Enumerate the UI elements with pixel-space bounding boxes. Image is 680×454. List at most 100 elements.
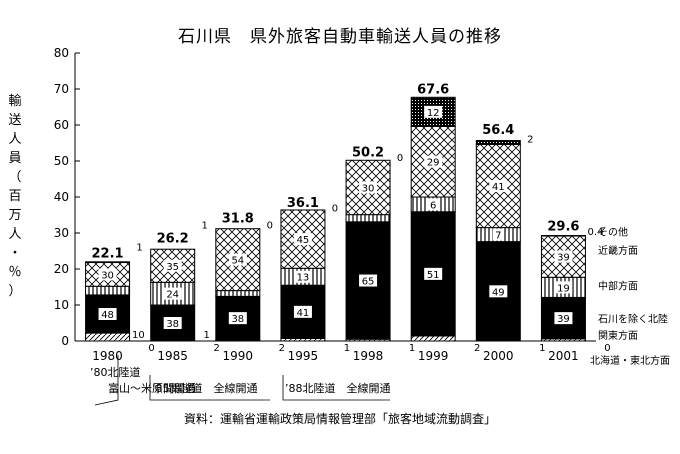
- bar-base-label: 1: [203, 330, 209, 341]
- bar-segment-label: 51: [427, 270, 440, 281]
- y-axis-label-char: ％: [8, 265, 22, 280]
- bar-segment-1980-3: [85, 285, 131, 296]
- bar-segment-label: 65: [362, 277, 375, 288]
- x-tick-label: 1980: [92, 349, 123, 363]
- annotation-text: 富山～米原間開通: [108, 381, 196, 395]
- y-tick-label: 50: [54, 154, 69, 168]
- y-tick-label: 80: [54, 46, 69, 60]
- y-axis-label: 輸送人員（百万人・％）: [6, 92, 24, 301]
- legend-label: その他: [598, 226, 628, 239]
- bar-label-bg: [554, 281, 573, 294]
- side-label-bottom: 1: [344, 343, 350, 354]
- bar-segment-label: 41: [297, 308, 310, 319]
- bar-segment-label: 54: [231, 256, 244, 267]
- y-tick-label: 70: [54, 82, 69, 96]
- bar-label-bg: [98, 308, 117, 320]
- bar-segment-label: 24: [166, 290, 179, 301]
- annotation-bracket: [282, 375, 390, 401]
- y-axis-label-char: （: [8, 170, 22, 185]
- side-label-bottom: 2: [214, 343, 220, 354]
- bar-segment-1998-3: [345, 214, 391, 223]
- annotation-1988: ’88北陸道 全線開通: [282, 375, 391, 401]
- bar-segment-label: 30: [362, 183, 375, 194]
- bar-total-label: 26.2: [157, 232, 189, 247]
- bar-total-label: 67.6: [417, 83, 449, 98]
- bar-label-bg: [359, 274, 378, 287]
- bar-total-label: 36.1: [287, 196, 319, 211]
- bar-label-bg: [554, 312, 573, 325]
- bar-segment-label: 38: [231, 314, 244, 325]
- side-label-top: 0: [332, 203, 338, 214]
- x-tick-label: 1985: [157, 349, 188, 363]
- side-label-bottom: 2: [279, 343, 285, 354]
- bar-label-bg: [293, 233, 312, 246]
- bar-segment-label: 12: [427, 108, 440, 119]
- side-label-top: 1: [136, 242, 142, 253]
- bar-label-bg: [163, 317, 182, 329]
- legend-label: 近畿方面: [598, 244, 638, 257]
- bar-segment-label: 29: [427, 158, 440, 169]
- bar-segment-1999-1: [410, 335, 456, 342]
- bar-label-bg: [489, 180, 508, 193]
- bar-segment-label: 38: [166, 319, 179, 330]
- bar-segment-label: 19: [557, 283, 570, 294]
- bar-segment-label: 48: [101, 310, 114, 321]
- y-tick-label: 10: [54, 298, 69, 312]
- bar-segment-label: 45: [297, 235, 310, 246]
- annotation-text: ’80北陸道: [90, 365, 141, 379]
- side-label-top: 0: [397, 153, 403, 164]
- bar-segment-label: 39: [557, 253, 570, 264]
- bar-total-label: 31.8: [222, 212, 254, 227]
- y-tick-label: 20: [54, 262, 69, 276]
- side-label-top: 0.4: [587, 227, 603, 238]
- side-label-bottom: 0: [148, 343, 154, 354]
- bar-segment-label: 7: [495, 231, 501, 242]
- y-axis-label-char: 万: [8, 208, 22, 223]
- x-tick-label: 1995: [288, 349, 319, 363]
- annotation-bracket: [94, 355, 119, 406]
- bar-segment-label: 30: [101, 270, 114, 281]
- bar-segment-1980-5: [85, 261, 131, 264]
- bar-label-bg: [163, 287, 182, 300]
- side-label-top: 0: [267, 220, 273, 231]
- bar-segment-2000-5: [475, 139, 521, 145]
- bar-label-bg: [489, 285, 508, 298]
- bar-label-bg: [163, 259, 182, 272]
- y-axis-label-char: 人: [8, 227, 22, 242]
- annotation-bracket: [149, 375, 270, 401]
- bar-label-bg: [228, 253, 247, 266]
- bar-segment-label: 49: [492, 287, 505, 298]
- y-tick-label: 0: [61, 334, 69, 348]
- side-label-bottom: 2: [474, 343, 480, 354]
- bar-label-bg: [293, 270, 312, 283]
- bar-segment-label: 13: [297, 273, 310, 284]
- bar-segment-1980-1: [85, 332, 131, 342]
- bar-segment-2001-5: [540, 235, 586, 237]
- y-axis-label-char: 員: [8, 151, 22, 166]
- x-tick-label: 1999: [418, 349, 449, 363]
- bar-label-bg: [359, 181, 378, 194]
- legend-label: 北海道・東北方面: [590, 354, 670, 367]
- x-tick-label: 2001: [548, 349, 579, 363]
- chart-title: 石川県 県外旅客自動車輸送人員の推移: [178, 27, 502, 47]
- annotation-text: ’85関越道 全線開通: [152, 381, 258, 395]
- source-note: 資料：運輸省運輸政策局情報管理部「旅客地域流動調査」: [183, 412, 496, 426]
- bar-label-bg: [554, 250, 573, 263]
- y-axis-label-char: 人: [8, 132, 22, 147]
- bar-label-bg: [424, 155, 443, 168]
- y-axis-label-char: 送: [8, 113, 22, 128]
- bar-label-bg: [424, 267, 443, 280]
- annotation-text: ’88北陸道 全線開通: [285, 381, 391, 395]
- bar-label-bg: [228, 312, 247, 325]
- y-tick-label: 40: [54, 190, 69, 204]
- y-axis-label-char: ）: [8, 284, 22, 299]
- bar-segment-1990-3: [215, 290, 261, 297]
- x-tick-label: 1990: [223, 349, 254, 363]
- bar-label-bg: [427, 198, 439, 211]
- bar-total-label: 56.4: [482, 123, 514, 138]
- y-tick-label: 30: [54, 226, 69, 240]
- legend-label: 石川を除く北陸: [598, 313, 668, 326]
